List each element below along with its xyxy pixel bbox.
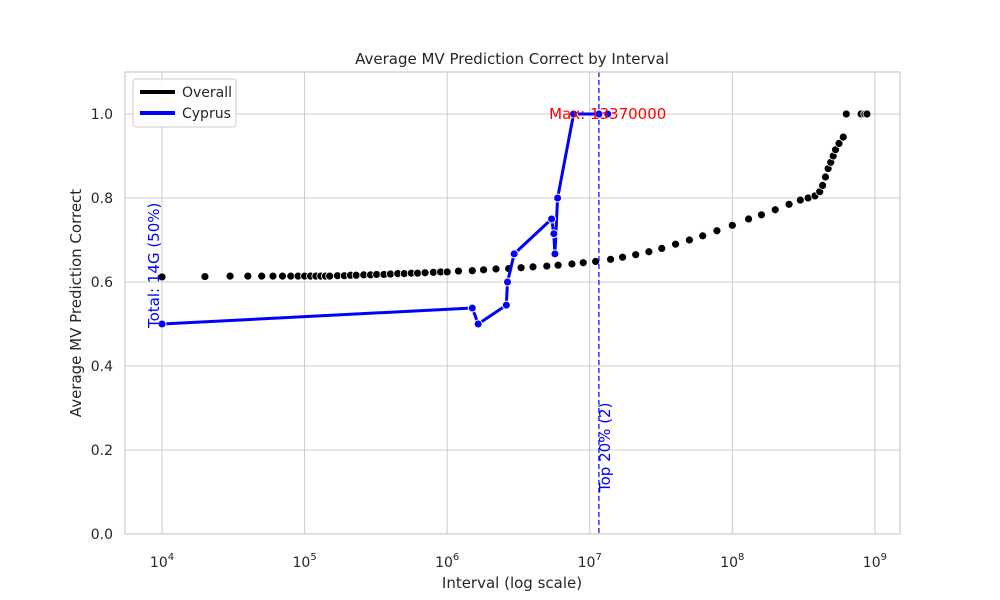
overall-point [838, 132, 848, 142]
cyprus-point [503, 277, 513, 287]
x-tick-label: 104 [150, 552, 174, 571]
overall-point [657, 243, 667, 253]
overall-point [479, 265, 488, 275]
y-axis-ticks: 0.0 0.2 0.4 0.6 0.8 1.0 [91, 107, 113, 543]
y-tick-label: 0.6 [91, 275, 113, 291]
overall-point [606, 254, 615, 264]
overall-point [528, 262, 538, 272]
overall-point [225, 271, 235, 281]
cyprus-series [157, 109, 613, 329]
plot-frame [124, 71, 901, 535]
overall-point [684, 235, 694, 245]
cyprus-point [467, 303, 477, 313]
overall-point [200, 272, 210, 281]
x-axis-label: Interval (log scale) [442, 574, 582, 592]
overall-series [157, 109, 872, 282]
overall-point [644, 247, 654, 257]
cyprus-line [161, 112, 608, 326]
overall-point [834, 138, 844, 148]
overall-point [157, 272, 167, 282]
overall-point [567, 259, 577, 269]
overall-point [467, 266, 477, 276]
cyprus-point [509, 249, 519, 259]
total-annotation: Total: 14G (50%) [145, 203, 163, 329]
overall-point [671, 239, 680, 249]
chart-title: Average MV Prediction Correct by Interva… [355, 50, 669, 68]
gridlines [125, 72, 900, 535]
cyprus-point [157, 319, 167, 329]
x-tick-label: 106 [435, 552, 459, 571]
y-tick-label: 0.4 [91, 359, 113, 375]
cyprus-point [549, 229, 559, 239]
cyprus-point [473, 319, 483, 329]
x-tick-label: 109 [863, 552, 887, 571]
overall-point [841, 109, 851, 119]
overall-point [491, 264, 501, 274]
top-20-annotation: Top 20% (2) [596, 403, 614, 493]
overall-point [631, 250, 641, 260]
overall-point [243, 271, 253, 281]
y-tick-label: 0.0 [91, 527, 113, 543]
cyprus-point [569, 109, 579, 119]
legend-label-cyprus: Cyprus [182, 106, 231, 122]
overall-point [542, 261, 552, 271]
overall-point [351, 270, 361, 280]
overall-point [413, 268, 422, 278]
overall-point [286, 271, 296, 281]
x-tick-label: 107 [578, 552, 602, 571]
overall-point [618, 252, 627, 262]
legend-label-overall: Overall [182, 85, 232, 101]
overall-point [372, 270, 382, 279]
x-tick-label: 108 [720, 552, 744, 571]
y-axis-label: Average MV Prediction Correct [67, 189, 85, 417]
y-tick-label: 0.2 [91, 443, 113, 459]
overall-point [591, 257, 601, 266]
overall-point [454, 266, 463, 276]
cyprus-point [501, 300, 511, 310]
cyprus-point [550, 249, 560, 259]
overall-point [727, 220, 737, 230]
overall-point [712, 226, 722, 236]
annotations: Max: 13370000 Top 20% (2) Total: 14G (50%) [145, 105, 666, 493]
legend: Overall Cyprus [132, 78, 237, 128]
overall-point [268, 271, 278, 281]
overall-point [578, 258, 588, 268]
overall-point [862, 109, 872, 119]
overall-point [770, 205, 780, 215]
overall-point [821, 172, 830, 182]
overall-point [698, 231, 708, 241]
overall-point [553, 260, 563, 270]
x-axis-ticks: 104 105 106 107 108 109 [150, 552, 887, 571]
y-tick-label: 1.0 [91, 107, 113, 123]
overall-point [744, 214, 753, 224]
x-tick-label: 105 [292, 552, 316, 571]
overall-point [516, 263, 526, 273]
cyprus-point [547, 214, 557, 224]
y-tick-label: 0.8 [91, 191, 113, 207]
overall-point [386, 269, 395, 279]
overall-point [784, 199, 794, 209]
axes-frame [124, 71, 901, 535]
overall-point [442, 267, 452, 277]
overall-point [795, 195, 805, 205]
overall-point [420, 268, 430, 278]
overall-point [278, 271, 287, 281]
cyprus-point [603, 109, 613, 119]
overall-point [257, 271, 267, 281]
cyprus-point [553, 193, 563, 203]
overall-point [818, 180, 828, 190]
overall-point [428, 267, 438, 277]
overall-point [325, 271, 335, 281]
max-annotation: Max: 13370000 [549, 105, 666, 123]
overall-point [757, 210, 766, 220]
